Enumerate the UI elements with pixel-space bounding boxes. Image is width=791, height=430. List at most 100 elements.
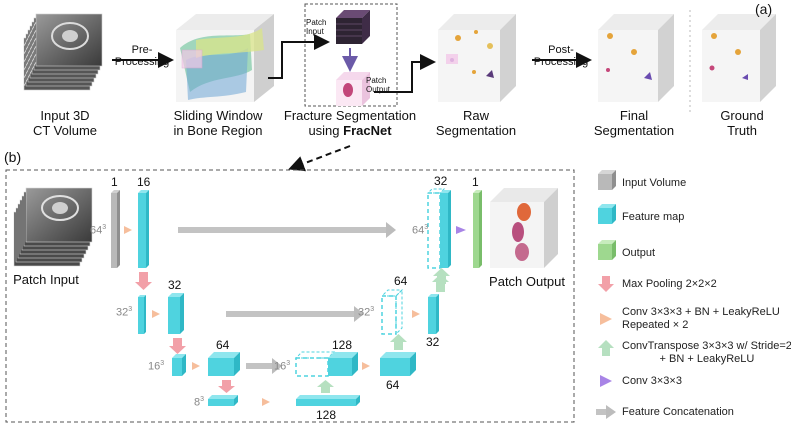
conv-arrow-dec-3	[362, 362, 370, 370]
legend-conv-block: Conv 3×3×3 + BN + LeakyReLU Repeated × 2	[622, 306, 780, 332]
final-segmentation-cube	[598, 14, 674, 102]
maxpool-arrow-2	[169, 338, 186, 354]
legend-feature-concat: Feature Concatenation	[622, 406, 734, 418]
feature-map-16	[138, 190, 149, 268]
label-preprocessing: Pre- Processing	[114, 44, 170, 68]
feature-map-32-dec-b	[428, 294, 439, 334]
feature-map-64-upsampled	[380, 288, 404, 336]
step-ground-truth-line2: Truth	[727, 123, 757, 138]
step-raw-seg-line1: Raw	[462, 108, 489, 123]
legend-convtranspose-line1: ConvTranspose 3×3×3 w/ Stride=2	[622, 340, 791, 352]
feature-map-32-b	[168, 293, 184, 334]
conv-final-arrow	[456, 226, 466, 234]
size-32-in-exp: 3	[128, 306, 133, 313]
step-fracnet-line1: Fracture Segmentation	[283, 108, 417, 123]
conv-arrow-2	[152, 310, 160, 318]
label-patch-output-a-line1: Patch	[366, 76, 387, 85]
size-16-out: 163	[274, 360, 290, 373]
channel-32-decoder-b: 32	[426, 335, 440, 349]
legend-conv-block-line1: Conv 3×3×3 + BN + LeakyReLU	[622, 306, 780, 318]
legend-conv-block-line2: Repeated × 2	[622, 319, 689, 331]
legend-convtranspose-line2: + BN + LeakyReLU	[659, 353, 755, 365]
channel-32-decoder: 32	[434, 174, 448, 188]
size-16-out-exp: 3	[286, 360, 291, 367]
step-sliding-window-line1: Sliding Window	[173, 108, 263, 123]
label-patch-output-a: Patch Output	[366, 76, 396, 94]
feature-map-128-bottom	[296, 395, 360, 406]
label-patch-input-a: Patch Input	[306, 18, 336, 36]
legend-feature-map: Feature map	[622, 211, 685, 223]
legend-max-pooling: Max Pooling 2×2×2	[622, 278, 717, 290]
convtranspose-arrow-1	[433, 268, 450, 284]
convtranspose-arrow-4	[317, 380, 334, 393]
size-32-in-value: 32	[116, 306, 129, 319]
step-final-seg-line1: Final	[619, 108, 649, 123]
channel-out: 1	[472, 175, 479, 189]
channel-32: 32	[168, 278, 182, 292]
size-32-in: 323	[116, 306, 132, 319]
channel-64-decoder: 64	[394, 274, 408, 288]
step-ground-truth: Ground Truth	[704, 108, 780, 138]
feature-map-64-b	[208, 352, 240, 376]
size-16-in: 163	[148, 360, 164, 373]
step-fracnet: Fracture Segmentation using FracNet	[280, 108, 420, 138]
step-final-seg: Final Segmentation	[590, 108, 678, 138]
panel-b-label: (b)	[4, 149, 22, 165]
conv-arrow-3	[192, 362, 200, 370]
legend-input-volume: Input Volume	[622, 177, 687, 189]
legend-conv-final: Conv 3×3×3	[622, 375, 682, 387]
output-bar	[473, 190, 482, 268]
channel-in: 1	[111, 175, 118, 189]
concat-arrow-low	[246, 358, 282, 374]
step-raw-seg: Raw Segmentation	[432, 108, 520, 138]
raw-segmentation-cube	[438, 14, 516, 102]
maxpool-arrow-3	[218, 380, 235, 393]
step-sliding-window-line2: in Bone Region	[173, 123, 263, 138]
patch-output-cube-b	[490, 188, 558, 268]
patch-input-label: Patch Input	[13, 272, 79, 287]
sliding-window-cube	[176, 14, 274, 102]
feature-map-128-b	[328, 352, 358, 376]
concat-arrow-top	[178, 222, 396, 238]
size-16-in-exp: 3	[160, 360, 165, 367]
patch-input-cube	[336, 10, 370, 44]
label-patch-input-a-line1: Patch	[306, 18, 327, 27]
patch-output-cube	[336, 72, 370, 106]
size-8: 83	[194, 396, 204, 409]
size-64-in: 643	[90, 224, 106, 237]
size-64-in-value: 64	[90, 224, 103, 237]
feature-map-64-dec	[380, 352, 416, 376]
size-16-in-value: 16	[148, 360, 161, 373]
channel-64: 64	[216, 338, 230, 352]
step-sliding-window: Sliding Window in Bone Region	[160, 108, 276, 138]
channel-128: 128	[316, 408, 337, 422]
legend-output: Output	[622, 247, 656, 259]
ground-truth-cube	[702, 14, 776, 102]
size-64-out: 643	[412, 224, 428, 237]
arrow-from-fracnet	[374, 54, 436, 93]
feature-map-32-decoder	[440, 190, 451, 268]
label-preprocessing-line1: Pre-	[131, 44, 153, 56]
maxpool-arrow-1	[135, 272, 152, 290]
step-input-ct: Input 3D CT Volume	[22, 108, 108, 138]
size-16-out-value: 16	[274, 360, 287, 373]
ct-volume-stack	[23, 13, 103, 91]
label-postprocessing: Post- Processing	[532, 44, 590, 68]
size-8-value: 8	[194, 396, 201, 409]
size-32-out-value: 32	[358, 306, 371, 319]
concat-arrow-mid	[226, 306, 364, 322]
size-64-in-exp: 3	[102, 224, 107, 231]
channel-128-decoder: 128	[332, 338, 353, 352]
step-raw-seg-line2: Segmentation	[435, 123, 517, 138]
step-fracnet-bold: FracNet	[343, 123, 392, 138]
channel-64-decoder-c: 64	[386, 378, 400, 392]
label-preprocessing-line2: Processing	[114, 56, 170, 68]
feature-map-32-a	[138, 295, 146, 334]
step-fracnet-prefix: using	[308, 123, 344, 138]
label-patch-output-a-line2: Output	[366, 85, 391, 94]
size-64-out-exp: 3	[424, 224, 429, 231]
input-volume-bar	[111, 190, 120, 268]
step-ground-truth-line1: Ground	[720, 108, 764, 123]
feature-map-64-a	[172, 354, 186, 376]
